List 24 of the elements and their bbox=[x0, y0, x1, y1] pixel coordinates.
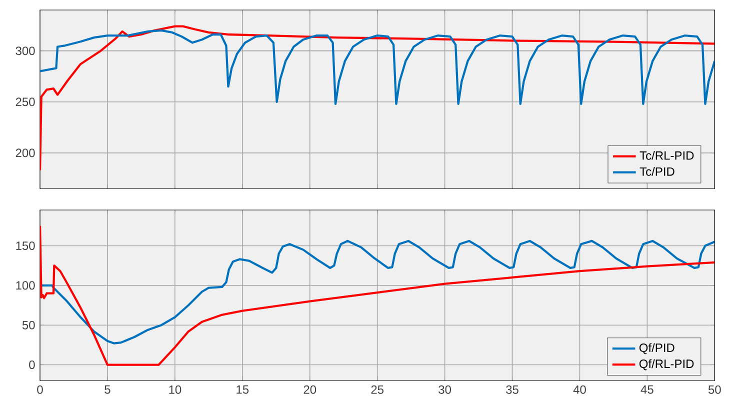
legend-label: Tc/RL-PID bbox=[640, 151, 694, 160]
y-tick-label: 150 bbox=[16, 242, 35, 250]
legend-label: Qf/PID bbox=[639, 343, 674, 354]
x-tick-label: 25 bbox=[371, 386, 384, 394]
x-tick-label: 5 bbox=[104, 386, 110, 394]
legend-label: Tc/PID bbox=[640, 167, 674, 176]
x-tick-label: 15 bbox=[236, 386, 249, 394]
x-tick-label: 10 bbox=[169, 386, 182, 394]
y-tick-label: 200 bbox=[16, 148, 35, 158]
x-tick-label: 0 bbox=[37, 386, 43, 394]
x-tick-label: 35 bbox=[506, 386, 518, 394]
x-tick-label: 20 bbox=[304, 386, 316, 394]
x-tick-label: 45 bbox=[640, 386, 654, 394]
line-series bbox=[40, 240, 715, 345]
x-tick-label: 30 bbox=[438, 386, 452, 394]
x-tick-label: 50 bbox=[708, 386, 721, 394]
y-tick-label: 250 bbox=[16, 98, 35, 106]
x-tick-label: 40 bbox=[573, 386, 586, 394]
y-tick-label: 50 bbox=[22, 321, 35, 330]
legend-label: Qf/RL-PID bbox=[639, 359, 694, 370]
y-tick-label: 0 bbox=[29, 360, 35, 370]
y-tick-label: 100 bbox=[16, 281, 35, 290]
line-series bbox=[40, 30, 715, 106]
y-tick-label: 300 bbox=[16, 46, 35, 56]
